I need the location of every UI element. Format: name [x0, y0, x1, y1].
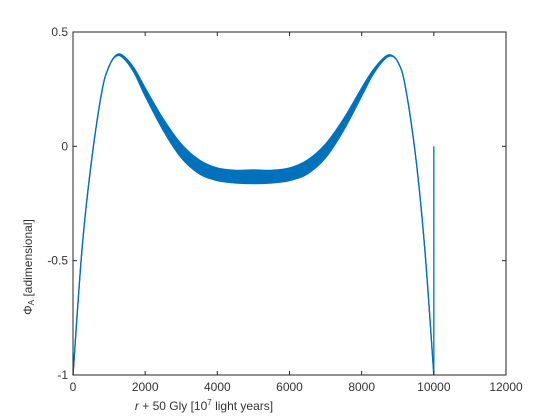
y-axis-label: ΦA [adimensional] [21, 219, 36, 315]
x-tick-label: 8000 [348, 380, 375, 394]
y-tick-label: 0 [61, 139, 68, 153]
x-tick-label: 4000 [204, 380, 231, 394]
series-line-lower [72, 54, 435, 376]
x-axis-label: r + 50 Gly [107 light years] [135, 398, 273, 413]
ticks: 0 2000 4000 6000 8000 10000 12000 -1 -0.5 0 0.5 [47, 25, 523, 394]
x-tick-label: 0 [70, 380, 77, 394]
x-tick-label: 2000 [132, 380, 159, 394]
x-tick-label: 12000 [489, 380, 523, 394]
series-layer [72, 53, 435, 376]
y-tick-label: -1 [57, 368, 68, 382]
y-tick-label: 0.5 [51, 25, 68, 39]
y-tick-label: -0.5 [47, 254, 68, 268]
x-tick-label: 6000 [276, 380, 303, 394]
x-tick-label: 10000 [417, 380, 451, 394]
plot-background [73, 32, 506, 375]
